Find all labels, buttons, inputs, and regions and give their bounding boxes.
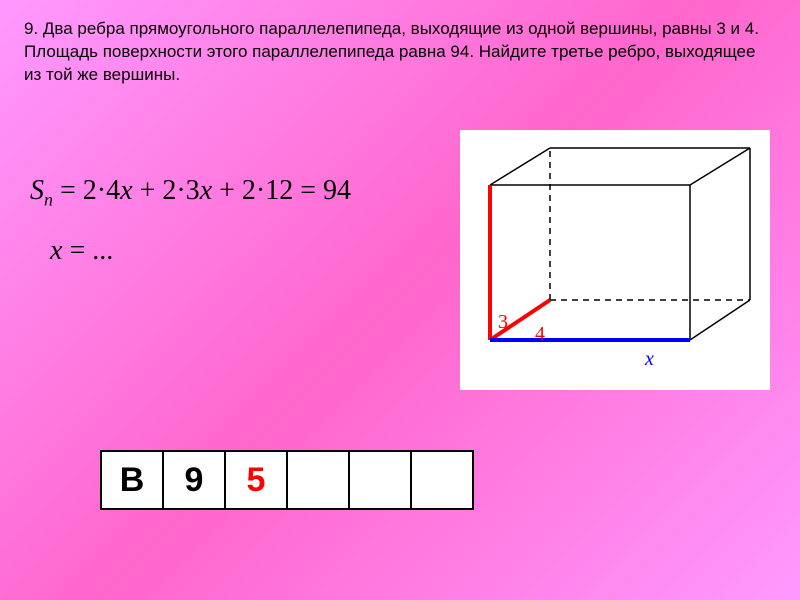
edge-depth-right-bottom	[690, 300, 750, 340]
formula-surface-area: Sn = 2·4x + 2·3x + 2·12 = 94	[30, 175, 351, 211]
label-4: 4	[535, 323, 545, 345]
answer-cell-5	[411, 451, 473, 509]
answer-cell-3	[287, 451, 349, 509]
edge-depth-right-top	[690, 148, 750, 185]
answer-cell-4	[349, 451, 411, 509]
answer-cell-1: 9	[163, 451, 225, 509]
formula-x-equals: x = ...	[50, 235, 113, 267]
answer-cell-2: 5	[225, 451, 287, 509]
cuboid-diagram: 3 4 x	[460, 130, 770, 390]
label-x: x	[644, 348, 654, 370]
edge-depth-left-top	[490, 148, 550, 185]
problem-text: 9. Два ребра прямоугольного параллелепип…	[24, 18, 776, 87]
answer-cell-0: В	[101, 451, 163, 509]
answer-table: В 9 5	[100, 450, 474, 510]
label-3: 3	[498, 311, 508, 333]
